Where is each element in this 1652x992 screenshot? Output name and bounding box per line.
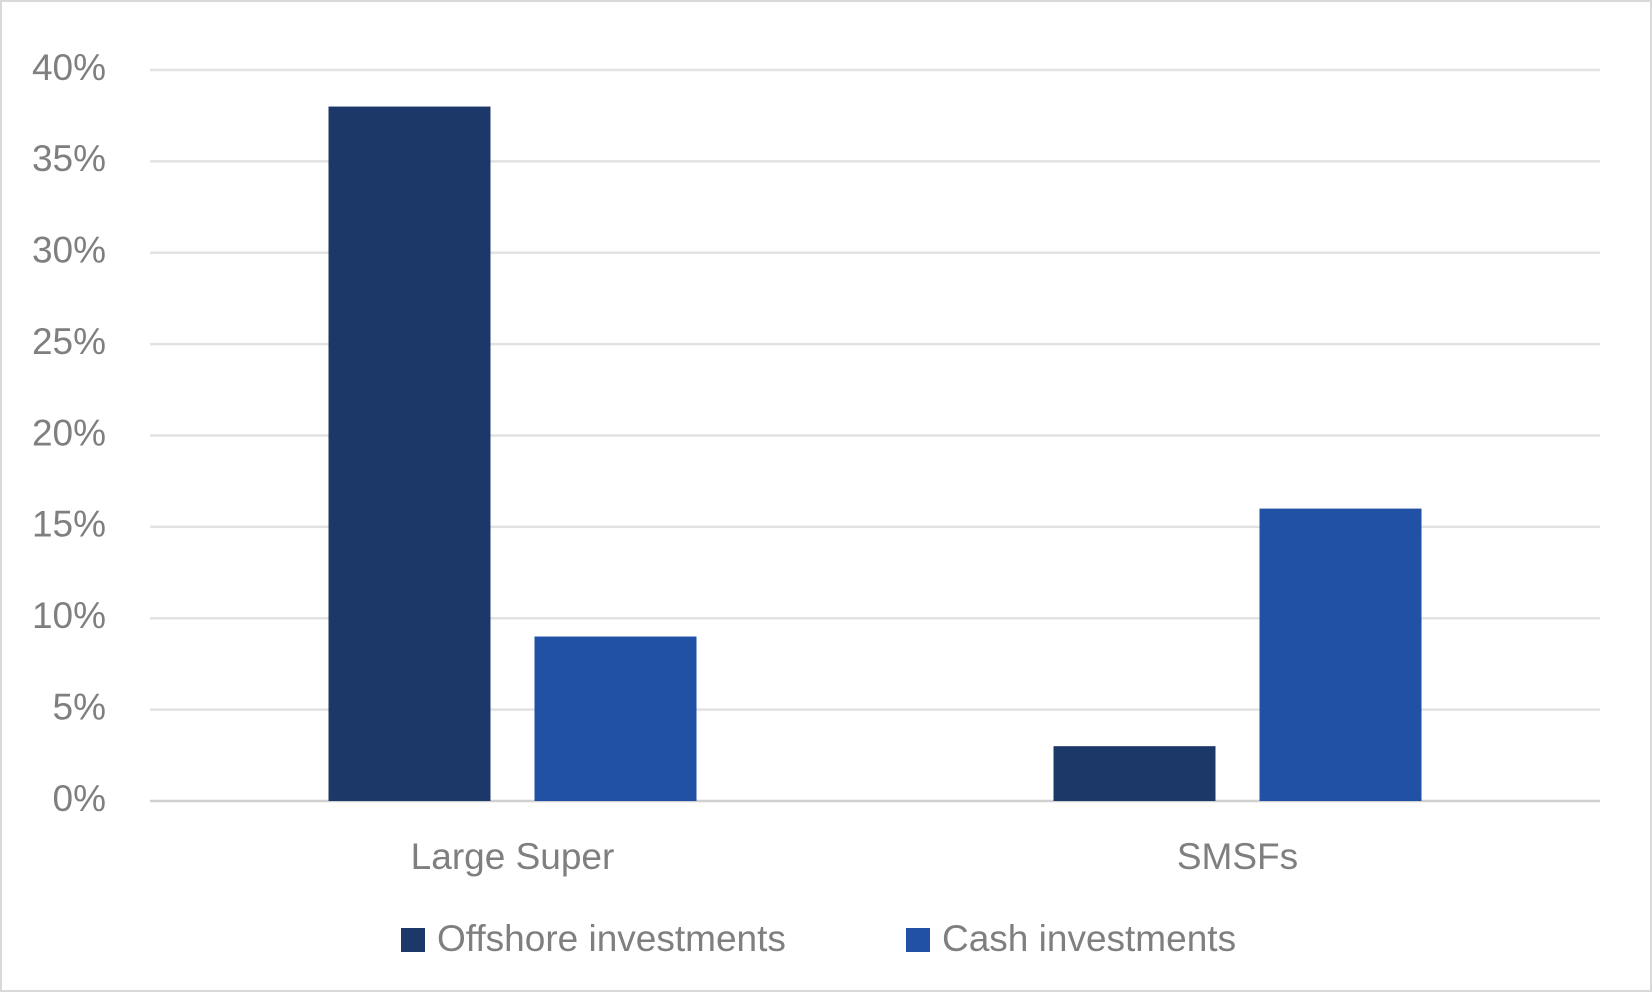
legend-swatch <box>401 928 425 952</box>
y-tick-label: 10% <box>32 595 106 636</box>
y-tick-label: 5% <box>53 686 106 727</box>
y-tick-label: 0% <box>53 778 106 819</box>
y-tick-label: 35% <box>32 138 106 179</box>
y-tick-label: 40% <box>32 47 106 88</box>
bar <box>328 106 491 802</box>
legend-label: Cash investments <box>942 918 1236 959</box>
legend-label: Offshore investments <box>437 918 786 959</box>
bar <box>1259 508 1422 801</box>
legend-swatch <box>906 928 930 952</box>
y-tick-label: 25% <box>32 321 106 362</box>
y-tick-label: 15% <box>32 504 106 545</box>
x-tick-label: SMSFs <box>1177 836 1298 877</box>
bar <box>534 636 697 801</box>
x-tick-label: Large Super <box>411 836 615 877</box>
y-tick-label: 20% <box>32 412 106 453</box>
bar <box>1053 746 1216 801</box>
y-tick-label: 30% <box>32 230 106 271</box>
